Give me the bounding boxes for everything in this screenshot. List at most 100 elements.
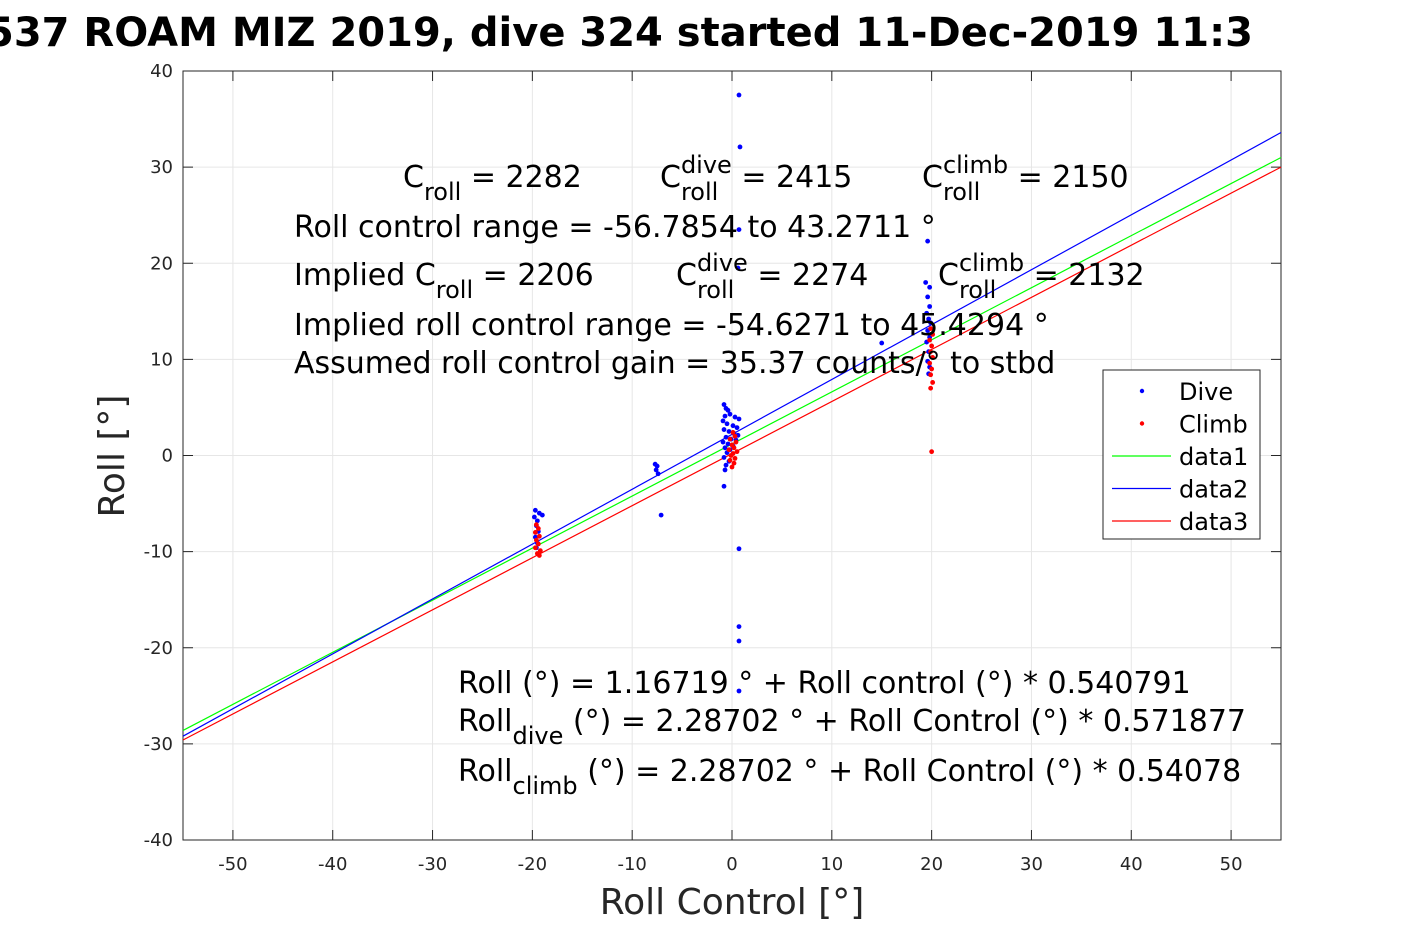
point-climb <box>536 533 542 539</box>
point-climb <box>927 337 933 343</box>
point-dive <box>725 441 731 447</box>
legend-items: Dive Climb data1 data2 data3 <box>1112 378 1248 536</box>
point-dive <box>722 413 728 419</box>
annotation-rest: = 2274 <box>748 258 869 293</box>
point-dive <box>721 427 727 432</box>
point-dive <box>655 471 661 477</box>
annotation-main: Roll <box>458 704 513 739</box>
point-dive <box>723 462 729 468</box>
annotation-rest: (°) = 2.28702 ° + Roll Control (°) * 0.5… <box>563 704 1246 739</box>
point-climb <box>727 436 733 442</box>
point-dive <box>736 416 742 422</box>
annotation-rest: = 2206 <box>473 258 594 293</box>
point-climb <box>930 380 936 385</box>
annotation-subscript: roll <box>959 276 996 304</box>
point-dive <box>732 414 738 420</box>
annotation-implied-range: Implied roll control range = -54.6271 to… <box>294 308 1049 343</box>
point-climb <box>533 522 539 528</box>
point-dive <box>653 467 659 473</box>
point-dive <box>720 418 726 424</box>
annotation-superscript: dive <box>697 249 748 277</box>
legend-label-dive: Dive <box>1179 378 1233 406</box>
point-climb <box>930 355 936 360</box>
point-dive <box>722 467 728 473</box>
annotation-main: C <box>922 160 943 195</box>
annotation-superscript: climb <box>959 249 1024 277</box>
annotation-fit-climb: Rollclimb (°) = 2.28702 ° + Roll Control… <box>458 754 1241 800</box>
annotation-subscript: roll <box>436 276 473 304</box>
annotation-gain: Assumed roll control gain = 35.37 counts… <box>294 346 1055 381</box>
point-dive <box>721 402 727 407</box>
point-dive <box>727 411 733 417</box>
point-dive <box>730 423 736 429</box>
annotation-superscript: climb <box>943 151 1008 179</box>
point-dive <box>720 439 726 445</box>
annotation-implied-c-roll-climb: Cclimb roll = 2132 <box>938 249 1145 304</box>
point-climb <box>532 545 538 551</box>
point-dive <box>927 284 933 290</box>
x-tick-label: -10 <box>617 854 646 875</box>
x-tick-label: 30 <box>1020 854 1043 875</box>
point-climb <box>532 530 538 535</box>
annotation-c-roll: Croll = 2282 <box>403 160 582 206</box>
y-tick-label: -20 <box>144 638 173 659</box>
point-dive <box>721 455 727 460</box>
point-climb <box>929 343 935 349</box>
point-dive <box>927 304 933 309</box>
point-dive <box>724 421 730 427</box>
point-dive <box>722 445 728 451</box>
point-dive <box>725 407 731 413</box>
point-dive <box>735 265 741 271</box>
x-tick-label: 0 <box>726 854 737 875</box>
point-climb <box>927 360 933 366</box>
point-dive <box>532 507 538 513</box>
scatter-points <box>531 92 936 694</box>
annotation-rest: (°) = 2.28702 ° + Roll Control (°) * 0.5… <box>578 754 1242 789</box>
legend-marker-dive <box>1139 388 1145 394</box>
point-dive <box>721 483 727 489</box>
point-climb <box>929 449 935 455</box>
point-dive <box>736 92 742 98</box>
annotation-fit-all: Roll (°) = 1.16719 ° + Roll control (°) … <box>458 666 1191 701</box>
point-climb <box>928 326 934 332</box>
annotation-main: C <box>660 160 681 195</box>
annotation-subscript: roll <box>424 178 461 206</box>
annotations: Croll = 2282 Cdive roll = 2415 Cclimb roll… <box>294 151 1246 800</box>
point-climb <box>929 366 935 372</box>
point-dive <box>924 310 930 316</box>
y-tick-label: -30 <box>144 734 173 755</box>
annotation-implied-c-roll-dive: Cdive roll = 2274 <box>676 249 868 304</box>
legend-label-climb: Climb <box>1179 411 1248 439</box>
point-climb <box>536 553 542 558</box>
annotation-c-roll-climb: Cclimb roll = 2150 <box>922 151 1129 206</box>
x-tick-label: 10 <box>820 854 843 875</box>
point-dive <box>734 425 740 431</box>
point-climb <box>734 449 740 455</box>
x-tick-label: 50 <box>1220 854 1243 875</box>
point-dive <box>726 429 732 434</box>
annotation-subscript: dive <box>513 722 564 750</box>
y-axis-label: Roll [°] <box>92 395 133 518</box>
point-climb <box>729 464 735 470</box>
x-tick-label: 40 <box>1120 854 1143 875</box>
point-dive <box>736 624 742 630</box>
annotation-subscript: climb <box>513 772 578 800</box>
point-dive <box>531 514 537 520</box>
point-climb <box>730 430 736 435</box>
x-tick-label: -20 <box>518 854 547 875</box>
y-tick-label: 0 <box>162 446 173 467</box>
point-climb <box>928 349 934 355</box>
y-tick-label: 10 <box>150 349 173 370</box>
y-tick-label: 20 <box>150 253 173 274</box>
annotation-c-roll-dive: Cdive roll = 2415 <box>660 151 852 206</box>
point-climb <box>535 541 541 547</box>
annotation-roll-control-range: Roll control range = -56.7854 to 43.2711… <box>294 210 936 245</box>
point-dive <box>879 340 885 346</box>
annotation-main: C <box>676 258 697 293</box>
annotation-subscript: roll <box>681 178 718 206</box>
annotation-rest: = 2132 <box>1024 258 1145 293</box>
point-climb <box>928 385 934 391</box>
point-dive <box>539 512 545 518</box>
point-climb <box>732 455 738 461</box>
